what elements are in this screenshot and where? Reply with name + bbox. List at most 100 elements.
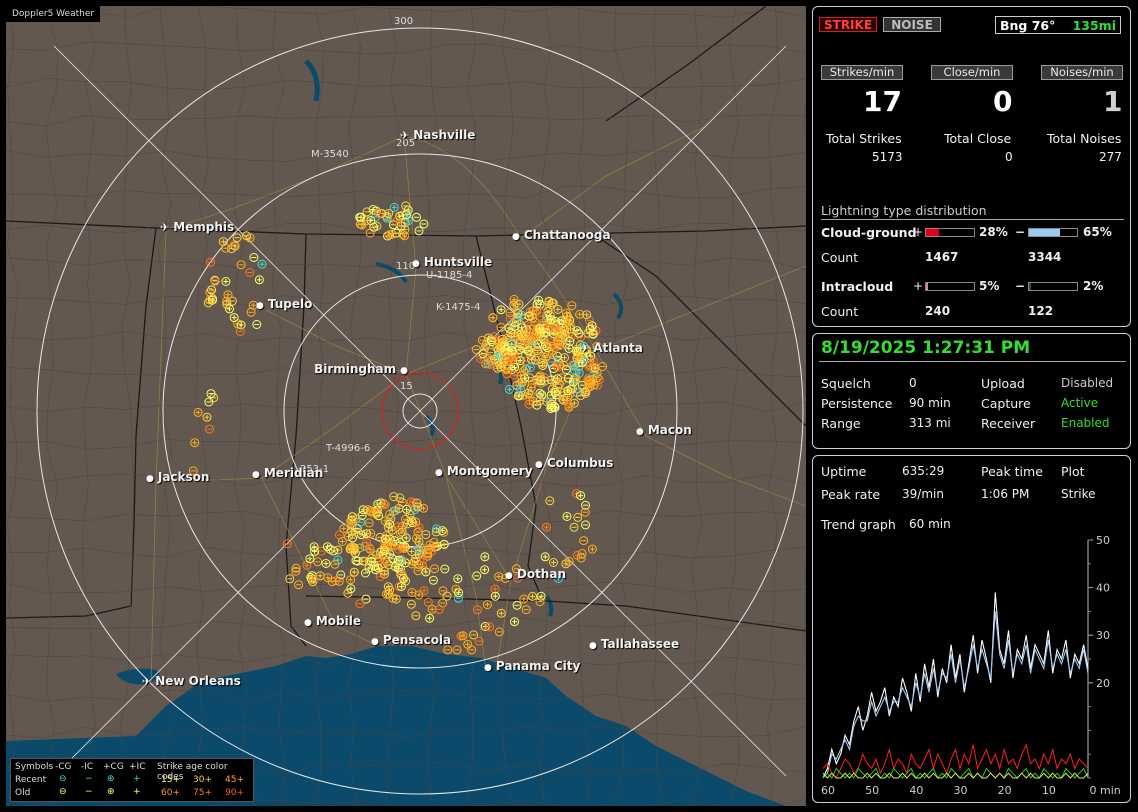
strike-marker [548,298,558,308]
strike-marker [523,388,533,398]
range-value: 313 mi [909,416,951,430]
trend-panel: Uptime 635:29 Peak time Plot Peak rate 3… [812,455,1131,803]
ic-negative-count: 122 [1028,304,1054,318]
legend-age-30: 30+ [193,775,212,785]
bearing-box: Bng 76° 135mi [995,16,1121,34]
strike-marker [249,253,259,262]
strike-marker [535,597,545,607]
strike-marker [564,556,574,566]
x-tick-label: 40 [909,784,923,797]
strike-marker [419,503,429,513]
strike-marker [553,574,563,583]
strike-marker [504,323,514,333]
strike-marker [432,524,442,534]
trend-graph-value: 60 min [909,517,951,531]
strike-marker [505,314,515,324]
city-pensacola: ● Pensacola [371,633,451,647]
city-mobile: ● Mobile [304,614,361,628]
strike-marker [375,572,385,582]
strike-marker [355,543,365,553]
strike-marker [575,350,585,360]
capture-label: Capture [981,396,1031,411]
strike-marker [524,311,534,321]
strike-marker [512,600,522,610]
y-tick-label: 30 [1096,629,1110,642]
strike-marker [553,362,563,372]
legend-recent-label: Recent [15,775,47,785]
strike-marker [425,540,435,550]
strike-marker [502,351,512,361]
legend-old-label: Old [15,788,31,798]
legend-old-pos-cg-icon: ⊕ [107,787,115,797]
city-name: Meridian [263,466,324,480]
strike-marker [294,580,304,590]
ic-negative-pct: 2% [1083,279,1104,293]
strike-marker [374,209,384,218]
strike-marker [592,373,602,382]
strike-marker [525,363,535,372]
strike-marker [389,492,399,502]
strike-marker [519,594,529,604]
strikes-per-min-value: 17 [863,85,902,118]
strike-markers [188,201,607,655]
strike-marker [392,217,402,227]
strike-marker [453,574,463,584]
strike-marker [583,374,593,384]
strike-marker [496,608,506,618]
squelch-value: 0 [909,376,917,390]
cg-positive-pct: 28% [979,225,1008,239]
strikes-per-min-button[interactable]: Strikes/min [821,65,903,80]
strike-marker [598,362,607,371]
city-columbus: ● Columbus [535,456,613,470]
persistence-value: 90 min [909,396,951,410]
noises-per-min-button[interactable]: Noises/min [1041,65,1123,80]
strike-marker [502,356,512,366]
strike-marker [534,295,544,305]
legend-age-45: 45+ [225,775,244,785]
highways [150,125,806,687]
strike-marker [236,260,246,270]
cell-label: 253-1 [300,464,330,475]
strike-marker [582,310,592,320]
strike-marker [346,575,356,585]
range-ring-110 [283,274,557,548]
strike-marker [560,325,570,335]
city-memphis: ✈ Memphis [160,220,234,234]
strike-marker [526,383,536,393]
strike-marker [587,544,597,554]
strike-marker [493,352,503,362]
lightning-map[interactable]: 300 205 110 15 M-3540 U-1185-4 K-1475-4 … [6,6,806,806]
plot-value[interactable]: Strike [1061,487,1096,501]
ic-negative-bar [1028,282,1078,291]
strike-marker [254,275,264,285]
strike-marker [323,573,333,583]
cg-plus-sign: + [913,225,924,239]
strike-marker [511,564,521,574]
strike-marker [494,572,504,582]
trend-series-2 [822,743,1089,779]
strike-marker [395,211,405,221]
strike-indicator[interactable]: STRIKE [819,17,877,32]
strike-marker [221,277,231,286]
y-tick-label: 20 [1096,677,1110,690]
trend-series-1 [822,611,1089,779]
city-new-orleans: ✈ New Orleans [142,674,241,688]
noise-indicator[interactable]: NOISE [883,17,941,32]
lake-pontchartrain [116,668,160,685]
peak-rate-value: 39/min [902,487,944,501]
strike-marker [513,573,523,583]
x-tick-label: 60 [821,784,835,797]
strike-marker [339,524,349,534]
close-per-min-button[interactable]: Close/min [931,65,1013,80]
strike-marker [483,353,493,363]
strike-marker [563,373,573,383]
strike-marker [405,509,415,519]
strike-marker [510,321,520,331]
y-tick-label: 50 [1096,534,1110,547]
strike-marker [565,337,575,346]
strike-marker [334,576,344,586]
strike-marker [291,563,301,573]
strike-marker [313,557,323,567]
strike-marker [257,259,267,269]
strike-marker [351,556,361,566]
